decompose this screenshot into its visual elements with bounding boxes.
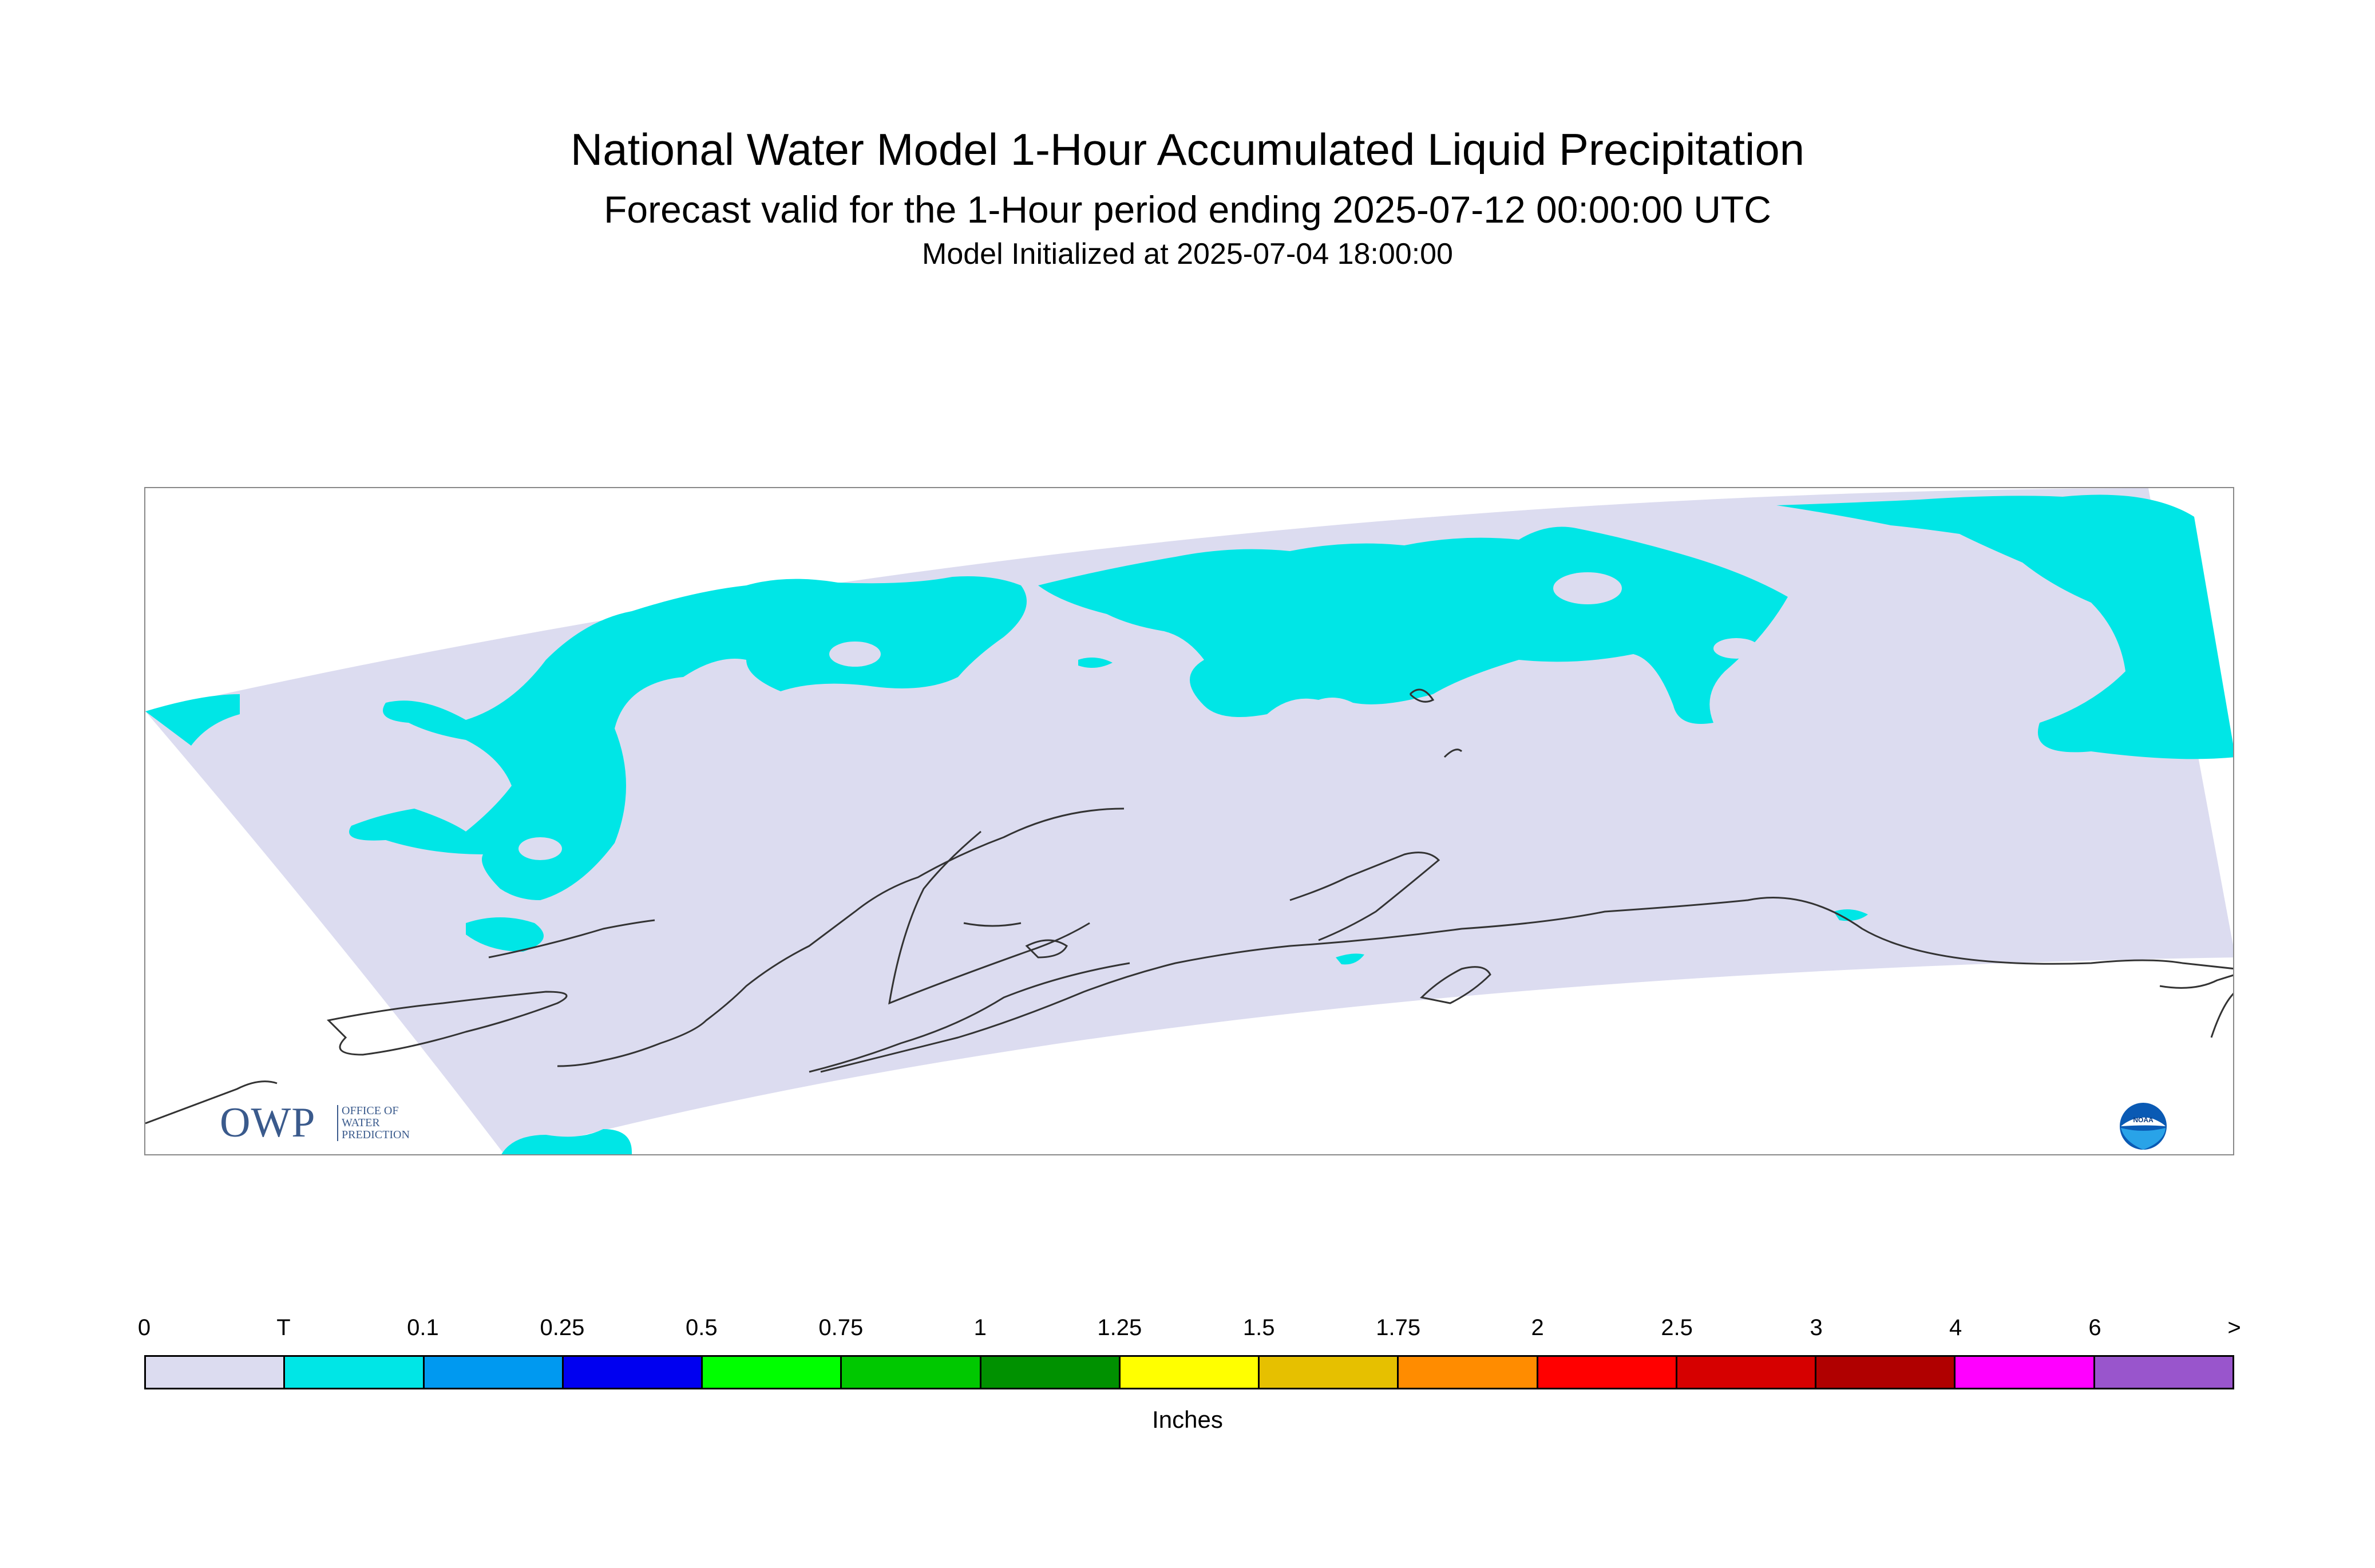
legend-tick-label: 1.75 <box>1376 1315 1421 1340</box>
legend-colorbar <box>144 1355 2234 1389</box>
legend-tick-label: 0 <box>137 1315 151 1340</box>
precip-hole-3 <box>1553 572 1622 604</box>
coastline-alaska-west <box>557 807 1125 1067</box>
legend-swatch-9 <box>1399 1357 1538 1388</box>
legend-swatch-3 <box>563 1357 703 1388</box>
owp-letters: OWP <box>220 1099 316 1146</box>
legend-swatch-11 <box>1677 1357 1817 1388</box>
noaa-logo-bird <box>2121 1117 2166 1126</box>
precip-area-northeast <box>1776 494 2233 759</box>
coastline-east <box>2159 974 2233 1038</box>
legend-tick-label: 6 <box>2088 1315 2101 1340</box>
legend-tick-label: 4 <box>1949 1315 1962 1340</box>
noaa-logo-text: NOAA <box>2133 1116 2154 1124</box>
legend-swatch-13 <box>1956 1357 2095 1388</box>
coastline-islands <box>488 919 1068 959</box>
legend-swatch-12 <box>1816 1357 1956 1388</box>
coastline-sw <box>145 1080 278 1124</box>
legend-swatch-14 <box>2095 1357 2232 1388</box>
model-initialized-line: Model Initialized at 2025-07-04 18:00:00 <box>922 237 1453 271</box>
coastline-peninsula <box>1289 852 1440 941</box>
coastline-aleutian-arc <box>809 962 1130 1073</box>
precip-area-sw-corner <box>501 1129 632 1154</box>
precip-hole-1 <box>829 642 881 667</box>
owp-word-1: OFFICE OF <box>342 1104 399 1117</box>
legend-tick-label: 2 <box>1531 1315 1544 1340</box>
legend-tick-label: T <box>276 1315 291 1340</box>
legend-swatch-4 <box>703 1357 842 1388</box>
legend-swatch-2 <box>424 1357 564 1388</box>
legend-tick-label: 0.5 <box>686 1315 718 1340</box>
legend-swatch-8 <box>1260 1357 1399 1388</box>
owp-word-3: PREDICTION <box>342 1129 410 1141</box>
legend-swatch-10 <box>1538 1357 1677 1388</box>
owp-word-2: WATER <box>342 1116 380 1129</box>
legend-swatch-5 <box>842 1357 981 1388</box>
map-svg <box>145 488 2233 1154</box>
legend-tick-label: 0.75 <box>818 1315 864 1340</box>
legend-tick-label: 3 <box>1810 1315 1823 1340</box>
coastline-chukotka <box>326 991 568 1056</box>
legend-tick-label: 2.5 <box>1661 1315 1693 1340</box>
legend-swatch-0 <box>146 1357 286 1388</box>
precip-area-west <box>145 694 240 746</box>
coastline-alaska-interior <box>888 830 1090 1005</box>
legend-swatch-6 <box>981 1357 1121 1388</box>
noaa-logo: NOAA <box>2120 1103 2167 1150</box>
coastline-alaska-south <box>820 897 2233 1073</box>
precip-area-dot-3 <box>1336 953 1364 965</box>
legend-tick-label: 0.1 <box>407 1315 439 1340</box>
precip-hole-4 <box>1713 638 1759 659</box>
legend-tick-label: 1 <box>973 1315 987 1340</box>
owp-words: OFFICE OF WATER PREDICTION <box>337 1105 410 1141</box>
precip-area-west-south <box>466 917 544 952</box>
legend-tick-label: 1.5 <box>1242 1315 1275 1340</box>
precip-hole-2 <box>518 837 562 860</box>
coastlines <box>145 688 2233 1124</box>
map-frame: OWP OFFICE OF WATER PREDICTION NOAA <box>144 487 2234 1155</box>
legend-tick-label: > <box>2227 1315 2241 1340</box>
island-north <box>1409 688 1463 758</box>
legend-swatch-1 <box>285 1357 425 1388</box>
legend-swatch-7 <box>1120 1357 1260 1388</box>
legend-tick-label: 0.25 <box>540 1315 585 1340</box>
forecast-valid-subtitle: Forecast valid for the 1-Hour period end… <box>604 188 1771 231</box>
precip-area-dot-2 <box>1078 658 1113 668</box>
legend-units: Inches <box>1152 1406 1223 1433</box>
page-title: National Water Model 1-Hour Accumulated … <box>570 124 1805 175</box>
legend-tick-label: 1.25 <box>1097 1315 1142 1340</box>
precip-area-dot-1 <box>1834 909 1868 921</box>
noaa-logo-wave <box>2121 1128 2166 1150</box>
coastline-kodiak <box>1419 966 1491 1004</box>
precip-holes <box>518 572 1759 860</box>
owp-logo: OWP OFFICE OF WATER PREDICTION <box>220 1102 432 1147</box>
